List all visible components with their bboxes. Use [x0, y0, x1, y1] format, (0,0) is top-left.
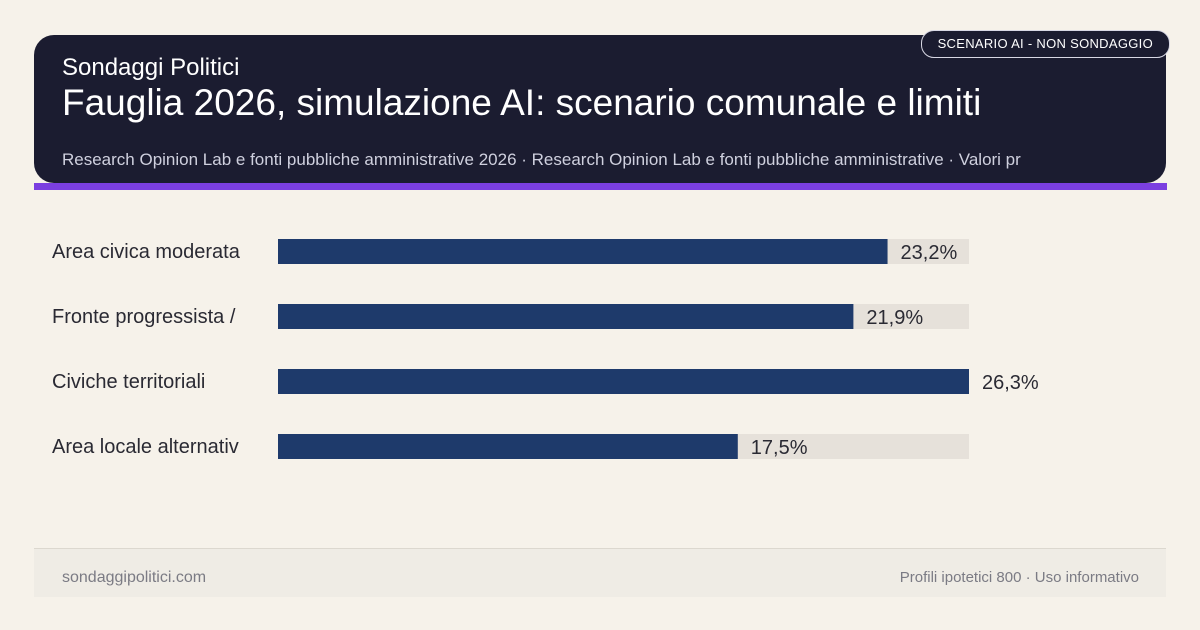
category-label: Fronte progressista /	[52, 306, 236, 328]
value-label: 21,9%	[866, 307, 923, 329]
bar	[278, 369, 969, 394]
category-label: Area locale alternativ	[52, 436, 239, 458]
source-line: Research Opinion Lab e fonti pubbliche a…	[62, 150, 1021, 169]
page-title: Fauglia 2026, simulazione AI: scenario c…	[62, 82, 982, 123]
bar	[278, 434, 738, 459]
footer-note: Profili ipotetici 800 · Uso informativo	[899, 569, 1139, 586]
brand-kicker: Sondaggi Politici	[62, 54, 240, 81]
bar	[278, 304, 854, 329]
scenario-badge: SCENARIO AI - NON SONDAGGIO	[920, 30, 1170, 58]
value-label: 17,5%	[751, 437, 808, 459]
bar	[278, 239, 888, 264]
header-accent-bar	[34, 183, 1167, 190]
header-panel: Sondaggi Politici Fauglia 2026, simulazi…	[34, 35, 1166, 183]
footer: sondaggipolitici.com Profili ipotetici 8…	[34, 548, 1166, 597]
category-label: Area civica moderata	[52, 241, 241, 263]
bar-chart: Area civica moderata 23,2% Fronte progress…	[52, 239, 1039, 459]
value-label: 23,2%	[901, 242, 958, 264]
value-label: 26,3%	[982, 372, 1039, 394]
site-name: sondaggipolitici.com	[62, 569, 207, 586]
category-label: Civiche territoriali	[52, 371, 205, 393]
